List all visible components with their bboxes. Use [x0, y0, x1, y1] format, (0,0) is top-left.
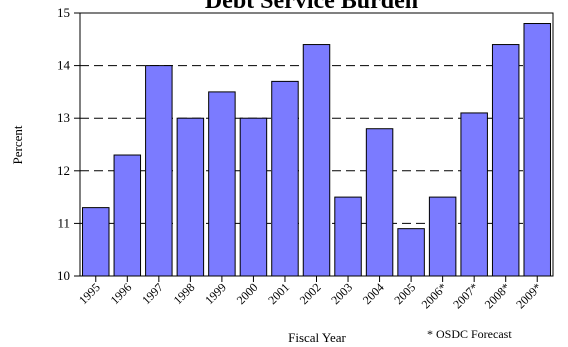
bar [239, 117, 268, 277]
y-axis-label: Percent [10, 125, 25, 164]
bar [397, 228, 425, 277]
bar [82, 207, 110, 277]
y-tick-label: 15 [57, 5, 70, 20]
bar [145, 65, 173, 277]
bar [271, 80, 299, 277]
bar [523, 23, 551, 277]
bar [460, 112, 488, 277]
bar [491, 44, 520, 277]
forecast-note: * OSDC Forecast [427, 327, 512, 341]
x-axis-label: Fiscal Year [288, 330, 346, 345]
y-tick-label: 11 [57, 215, 70, 230]
bar [113, 154, 142, 277]
bar [208, 91, 236, 277]
y-tick-label: 12 [57, 163, 70, 178]
bar [428, 196, 457, 277]
y-tick-label: 10 [57, 268, 70, 283]
chart-title: Debt Service Burden [205, 0, 418, 14]
bar [334, 196, 362, 277]
bar [302, 44, 331, 277]
bar [176, 117, 205, 277]
y-tick-label: 13 [57, 110, 70, 125]
bar [365, 128, 394, 277]
y-tick-label: 14 [57, 58, 71, 73]
y-axis-ticks: 10 11 12 13 14 15 [57, 5, 80, 283]
